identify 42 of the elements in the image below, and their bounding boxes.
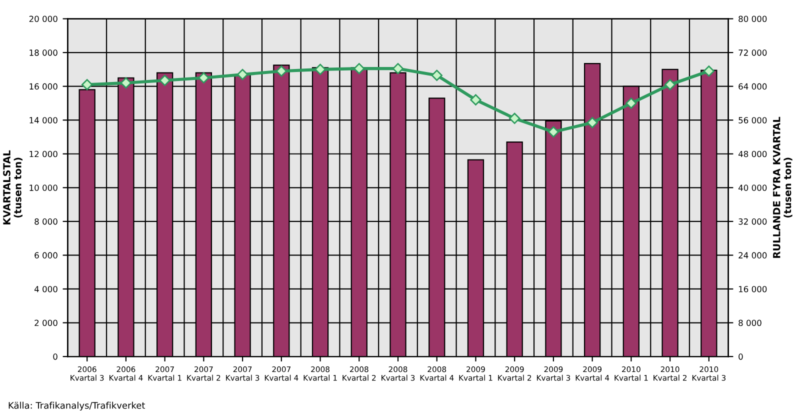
y2-tick-label: 16 000 (738, 286, 767, 292)
point (703, 66, 715, 77)
y-tick-label: 20 000 (29, 16, 58, 22)
point (276, 66, 288, 77)
y-tick-label: 4 000 (34, 286, 58, 292)
y2-tick-label: 48 000 (738, 150, 767, 158)
y-tick-label: 14 000 (30, 117, 58, 124)
y-tick-label: 2 000 (34, 320, 58, 326)
y2-tick-label: 0 (738, 354, 743, 360)
y-tick-label: 0 (53, 354, 58, 360)
y2-axis-title: RULLANDE FYRA KVARTAL (tusen ton) (773, 116, 792, 258)
point (508, 112, 520, 124)
text: Källa: Trafikanalys/Trafikverket (8, 402, 146, 411)
y2-tick-label: 80 000 (738, 16, 767, 22)
point (198, 72, 210, 84)
point (626, 98, 637, 109)
y2-tick-label: 72 000 (738, 50, 767, 56)
y2-tick-label: 64 000 (738, 83, 767, 90)
y2-tick-label: 8 000 (738, 320, 762, 326)
y-tick-label: 8 000 (34, 218, 58, 225)
point (548, 126, 560, 138)
point (81, 79, 93, 90)
y-tick-label: 16 000 (30, 83, 58, 90)
point (431, 70, 442, 81)
point (120, 77, 132, 89)
y-tick-label: 10 000 (30, 184, 58, 191)
point (159, 74, 170, 86)
point (314, 64, 326, 76)
y2-tick-label: 40 000 (738, 184, 767, 191)
point (354, 62, 365, 74)
y-axis-title: KVARTALSTAL (tusen ton) (3, 150, 22, 224)
y-tick-label: 12 000 (30, 150, 58, 158)
point (586, 117, 598, 128)
y-tick-label: 6 000 (34, 252, 58, 258)
point (236, 68, 248, 80)
y2-tick-label: 32 000 (738, 218, 767, 225)
y2-tick-label: 24 000 (738, 252, 767, 258)
point (470, 94, 482, 106)
point (392, 62, 404, 74)
y-tick-label: 18 000 (30, 50, 58, 56)
y2-tick-label: 56 000 (738, 117, 767, 124)
point (664, 79, 676, 90)
